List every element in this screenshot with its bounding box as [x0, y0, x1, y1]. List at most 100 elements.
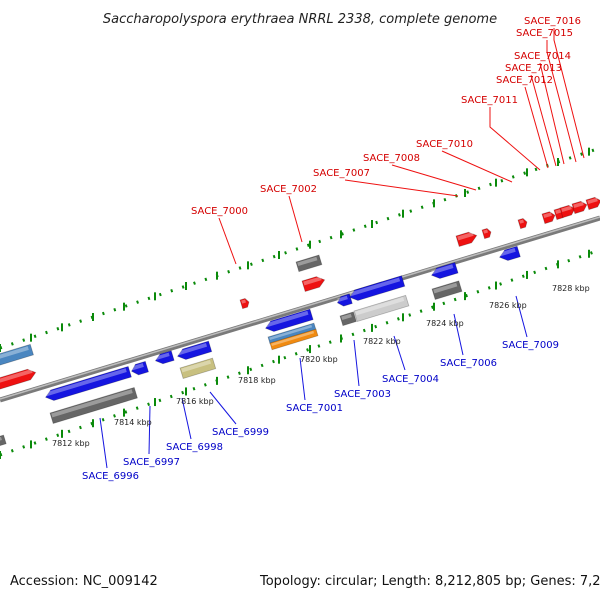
reverse-gene-arrow-shine — [499, 248, 516, 257]
forward-gene-arrow-shine — [555, 208, 563, 215]
forward-gene-arrow — [0, 368, 37, 392]
gene-label-forward[interactable]: SACE_7000 — [191, 206, 248, 217]
gene-label-forward[interactable]: SACE_7015 — [516, 28, 573, 39]
kbp-label: 7826 kbp — [489, 301, 527, 310]
forward-gene-arrow — [541, 211, 556, 225]
leader-line — [524, 86, 549, 169]
feature-dark-block — [49, 386, 138, 425]
forward-gene-arrow-shine — [0, 369, 33, 385]
kbp-label: 7814 kbp — [114, 418, 152, 427]
forward-gene-arrow — [571, 200, 588, 215]
forward-gene-arrow-shine — [483, 229, 488, 234]
gene-label-reverse[interactable]: SACE_6998 — [166, 442, 223, 453]
feature-dark-block — [431, 280, 463, 301]
gene-label-reverse[interactable]: SACE_7004 — [382, 374, 439, 385]
forward-gene-arrow-shine — [241, 299, 246, 304]
gene-label-forward[interactable]: SACE_7002 — [260, 184, 317, 195]
forward-gene-arrow-shape — [517, 218, 528, 230]
forward-gene-arrow-shape — [585, 196, 600, 211]
leader-line — [391, 164, 477, 191]
reverse-gene-arrow — [154, 350, 175, 365]
forward-gene-arrow-shape — [455, 231, 478, 248]
genome-backbone — [0, 215, 600, 403]
leader-line — [344, 179, 459, 197]
feature-dark-block-shine — [433, 282, 458, 294]
feature-dark-block-shape — [295, 254, 323, 273]
reverse-gene-arrow-shine — [177, 342, 208, 356]
feature-olive-block-shape — [179, 357, 217, 380]
leader-line — [148, 405, 151, 455]
feature-light-block — [353, 294, 410, 323]
leader-line — [553, 28, 585, 159]
leader-line — [181, 397, 192, 440]
gene-label-forward[interactable]: SACE_7008 — [363, 153, 420, 164]
forward-gene-arrow-shine — [457, 232, 474, 241]
feature-dark-block-shape — [431, 280, 463, 301]
reverse-gene-arrow — [336, 293, 353, 307]
gene-label-reverse[interactable]: SACE_7001 — [286, 403, 343, 414]
feature-dark-block-shine — [51, 389, 133, 418]
feature-dark-block — [339, 311, 357, 327]
topology-text: Topology: circular; Length: 8,212,805 bp… — [260, 574, 600, 589]
feature-orange-block-shape — [269, 328, 319, 351]
feature-dark-block — [0, 434, 7, 448]
forward-gene-arrow-shine — [573, 201, 584, 209]
map-title: Saccharopolyspora erythraea NRRL 2338, c… — [103, 12, 497, 27]
ruler-track-lower — [0, 248, 600, 457]
gene-label-forward[interactable]: SACE_7016 — [524, 16, 581, 27]
kbp-label: 7828 kbp — [552, 284, 590, 293]
reverse-gene-arrow-shape — [336, 293, 353, 307]
gene-label-reverse[interactable]: SACE_6996 — [82, 471, 139, 482]
gene-features — [0, 196, 600, 448]
leader-line — [288, 195, 303, 243]
feature-light-block-shape — [353, 294, 410, 323]
leader-line — [453, 313, 464, 356]
forward-gene-arrow-shine — [519, 219, 524, 224]
reverse-gene-arrow-shine — [155, 352, 170, 361]
feature-steel-block — [0, 343, 34, 368]
leader-line — [489, 107, 541, 171]
reverse-gene-arrow-shape — [264, 308, 314, 332]
gene-label-reverse[interactable]: SACE_6997 — [123, 457, 180, 468]
reverse-gene-arrow-shape — [154, 350, 175, 365]
kbp-label: 7812 kbp — [52, 439, 90, 448]
reverse-gene-arrow — [498, 245, 521, 261]
forward-gene-arrow-shape — [239, 298, 250, 310]
feature-dark-block-shape — [49, 386, 138, 425]
feature-dark-block-shine — [341, 313, 352, 321]
gene-label-forward[interactable]: SACE_7013 — [505, 63, 562, 74]
gene-label-forward[interactable]: SACE_7007 — [313, 168, 370, 179]
gene-label-forward[interactable]: SACE_7010 — [416, 139, 473, 150]
leader-line — [299, 357, 306, 401]
reverse-gene-arrow — [176, 340, 213, 360]
leader-line — [209, 391, 237, 425]
reverse-gene-arrow — [430, 261, 459, 279]
ruler-ticks — [0, 147, 590, 459]
gene-label-reverse[interactable]: SACE_6999 — [212, 427, 269, 438]
forward-gene-arrow — [481, 228, 492, 240]
gene-label-reverse[interactable]: SACE_7003 — [334, 389, 391, 400]
gene-label-reverse[interactable]: SACE_7006 — [440, 358, 497, 369]
reverse-gene-arrow-shape — [348, 275, 406, 301]
kbp-label: 7822 kbp — [363, 337, 401, 346]
feature-dark-block-shine — [0, 436, 2, 442]
gene-label-reverse[interactable]: SACE_7009 — [502, 340, 559, 351]
feature-orange-block-shine — [271, 330, 315, 347]
reverse-gene-arrow — [348, 275, 406, 301]
feature-olive-block — [179, 357, 217, 380]
forward-gene-arrow-shape — [481, 228, 492, 240]
reverse-gene-arrow — [264, 308, 314, 332]
forward-gene-arrow-shape — [301, 276, 326, 293]
reverse-gene-arrow-shape — [498, 245, 521, 261]
gene-label-forward[interactable]: SACE_7011 — [461, 95, 518, 106]
leader-line — [218, 217, 237, 265]
forward-gene-arrow-shine — [561, 205, 572, 213]
reverse-gene-arrow-shine — [337, 295, 348, 303]
feature-steel-block-shine — [0, 346, 29, 361]
gene-label-forward[interactable]: SACE_7012 — [496, 75, 553, 86]
forward-gene-arrow-shine — [587, 197, 598, 205]
reverse-gene-arrow-shape — [131, 360, 150, 376]
feature-olive-block-shine — [181, 359, 212, 373]
gene-label-forward[interactable]: SACE_7014 — [514, 51, 571, 62]
